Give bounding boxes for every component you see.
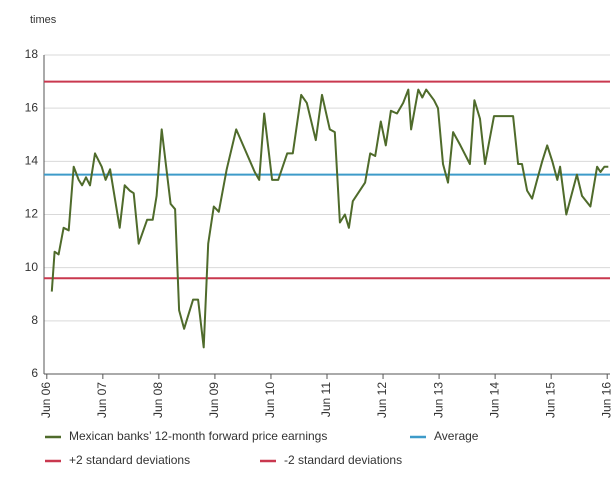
legend-label: Average [434, 429, 479, 443]
x-tick-label: Jun 15 [543, 382, 557, 418]
y-tick-label: 14 [25, 154, 39, 168]
legend-label: Mexican banks’ 12-month forward price ea… [69, 429, 327, 443]
x-tick-label: Jun 09 [207, 382, 221, 418]
x-tick-label: Jun 12 [375, 382, 389, 418]
legend-label: -2 standard deviations [284, 453, 402, 467]
x-tick-label: Jun 10 [263, 382, 277, 418]
y-tick-label: 16 [25, 100, 39, 114]
x-tick-label: Jun 11 [319, 382, 333, 417]
y-tick-label: 6 [31, 366, 38, 380]
x-tick-label: Jun 13 [431, 382, 445, 418]
x-tick-label: Jun 07 [95, 382, 109, 418]
x-tick-label: Jun 06 [39, 382, 53, 418]
x-tick-label: Jun 14 [487, 382, 501, 418]
y-tick-label: 10 [25, 260, 39, 274]
data-line [50, 88, 609, 349]
y-tick-label: 18 [25, 47, 39, 61]
legend-label: +2 standard deviations [69, 453, 190, 467]
y-axis-label: times [30, 14, 57, 26]
y-tick-label: 8 [31, 313, 38, 327]
y-tick-label: 12 [25, 207, 39, 221]
x-tick-label: Jun 08 [151, 382, 165, 418]
x-tick-label: Jun 16 [599, 382, 613, 418]
